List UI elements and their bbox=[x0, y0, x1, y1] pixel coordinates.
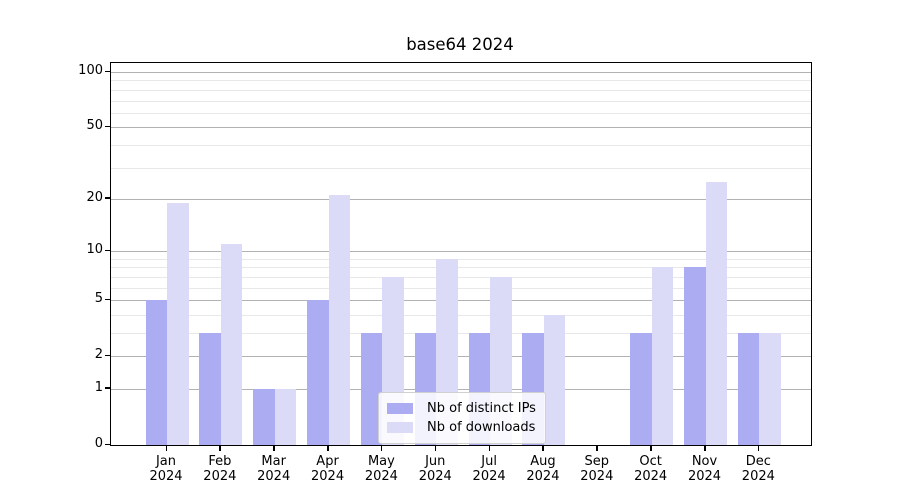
y-gridline-minor-80 bbox=[111, 89, 811, 91]
y-tick-label-1: 1 bbox=[94, 379, 103, 395]
bar-distinct-ips-feb bbox=[199, 332, 221, 445]
y-tick-mark-100 bbox=[105, 70, 110, 73]
legend-label-distinct-ips: Nb of distinct IPs bbox=[427, 401, 536, 416]
x-tick-label-dec: Dec 2024 bbox=[741, 454, 775, 484]
y-gridline-50 bbox=[111, 127, 811, 129]
bar-distinct-ips-may bbox=[360, 332, 383, 445]
legend-swatch-distinct-ips bbox=[387, 403, 413, 414]
y-tick-label-10: 10 bbox=[86, 242, 103, 258]
y-gridline-minor-8 bbox=[111, 267, 811, 269]
bar-distinct-ips-nov bbox=[684, 267, 706, 445]
legend: Nb of distinct IPs Nb of downloads bbox=[378, 392, 546, 444]
bar-distinct-ips-dec bbox=[737, 332, 760, 445]
x-tick-mark-apr bbox=[327, 445, 329, 451]
y-tick-mark-20 bbox=[105, 197, 110, 199]
bar-downloads-jan bbox=[167, 202, 189, 445]
x-tick-mark-may bbox=[380, 445, 383, 451]
x-tick-mark-jun bbox=[434, 445, 437, 451]
legend-label-downloads: Nb of downloads bbox=[427, 420, 536, 435]
chart-title: base64 2024 bbox=[406, 35, 514, 54]
bar-downloads-nov bbox=[705, 181, 727, 445]
x-tick-mark-feb bbox=[219, 445, 221, 451]
bar-downloads-dec bbox=[759, 332, 781, 445]
y-gridline-minor-3 bbox=[111, 332, 811, 334]
x-tick-label-may: May 2024 bbox=[364, 454, 398, 484]
x-tick-mark-jul bbox=[488, 445, 491, 451]
x-tick-label-mar: Mar 2024 bbox=[257, 454, 291, 484]
y-gridline-2 bbox=[111, 356, 811, 358]
y-gridline-minor-40 bbox=[111, 144, 811, 146]
y-gridline-minor-7 bbox=[111, 276, 811, 278]
plot-area bbox=[110, 62, 812, 446]
bar-distinct-ips-jan bbox=[145, 300, 167, 445]
x-tick-label-jan: Jan 2024 bbox=[149, 454, 183, 484]
bar-downloads-mar bbox=[274, 388, 297, 445]
x-tick-label-feb: Feb 2024 bbox=[203, 454, 237, 484]
legend-swatch-downloads bbox=[387, 422, 413, 433]
y-gridline-minor-90 bbox=[111, 80, 811, 82]
x-tick-mark-mar bbox=[273, 445, 275, 451]
y-tick-label-100: 100 bbox=[78, 63, 103, 79]
y-gridline-20 bbox=[111, 198, 811, 200]
x-tick-mark-aug bbox=[542, 445, 544, 451]
legend-item-downloads: Nb of downloads bbox=[387, 418, 537, 437]
bar-downloads-apr bbox=[328, 195, 351, 445]
y-tick-mark-50 bbox=[105, 125, 110, 128]
x-tick-mark-sep bbox=[596, 445, 598, 451]
y-gridline-minor-4 bbox=[111, 314, 811, 316]
x-tick-label-nov: Nov 2024 bbox=[687, 454, 722, 484]
legend-item-distinct-ips: Nb of distinct IPs bbox=[387, 399, 537, 418]
y-tick-mark-5 bbox=[105, 298, 110, 301]
x-tick-mark-oct bbox=[650, 445, 652, 451]
x-tick-label-aug: Aug 2024 bbox=[526, 454, 560, 484]
x-tick-label-apr: Apr 2024 bbox=[311, 454, 345, 484]
x-tick-mark-jan bbox=[165, 445, 167, 451]
x-tick-mark-nov bbox=[704, 445, 706, 451]
y-tick-mark-0 bbox=[105, 443, 110, 445]
bar-distinct-ips-oct bbox=[630, 332, 652, 445]
y-tick-mark-2 bbox=[105, 354, 110, 357]
y-tick-label-5: 5 bbox=[94, 291, 103, 307]
y-gridline-minor-70 bbox=[111, 100, 811, 102]
y-gridline-minor-9 bbox=[111, 258, 811, 260]
y-tick-label-50: 50 bbox=[86, 118, 103, 134]
y-gridline-minor-6 bbox=[111, 287, 811, 289]
bar-distinct-ips-mar bbox=[253, 388, 275, 445]
y-gridline-minor-60 bbox=[111, 112, 811, 114]
x-tick-mark-dec bbox=[757, 445, 760, 451]
x-tick-label-jul: Jul 2024 bbox=[472, 454, 506, 484]
y-gridline-1 bbox=[111, 388, 811, 390]
bar-downloads-feb bbox=[220, 244, 243, 445]
bar-downloads-aug bbox=[543, 314, 566, 445]
y-tick-mark-1 bbox=[105, 387, 110, 389]
x-tick-label-oct: Oct 2024 bbox=[634, 454, 668, 484]
y-tick-label-0: 0 bbox=[94, 436, 103, 451]
bar-distinct-ips-apr bbox=[307, 300, 329, 445]
bar-downloads-oct bbox=[651, 267, 674, 445]
y-tick-label-2: 2 bbox=[94, 347, 103, 363]
y-gridline-10 bbox=[111, 251, 811, 253]
x-tick-label-jun: Jun 2024 bbox=[418, 454, 452, 484]
y-tick-label-20: 20 bbox=[86, 189, 103, 205]
x-tick-label-sep: Sep 2024 bbox=[580, 454, 614, 484]
y-tick-mark-10 bbox=[105, 249, 110, 252]
y-gridline-5 bbox=[111, 300, 811, 302]
y-gridline-minor-30 bbox=[111, 167, 811, 169]
y-gridline-100 bbox=[111, 72, 811, 74]
